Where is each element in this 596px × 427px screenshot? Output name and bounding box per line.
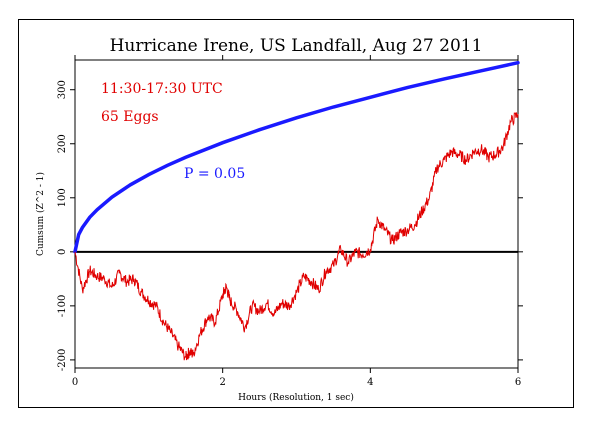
- y-tick-label: -100: [57, 295, 68, 317]
- y-tick-label: 300: [57, 80, 68, 99]
- x-tick-label: 2: [219, 377, 225, 388]
- y-tick-label: -200: [57, 349, 68, 371]
- significance-envelope-line: [73, 60, 520, 254]
- y-tick-label: 200: [57, 134, 68, 153]
- time-range-annotation: 11:30-17:30 UTC: [101, 81, 223, 97]
- chart-frame: [18, 19, 574, 408]
- x-tick-label: 6: [515, 377, 521, 388]
- eggs-count-annotation: 65 Eggs: [101, 109, 159, 125]
- p-value-annotation: P = 0.05: [184, 166, 245, 182]
- cumsum-data-line: [74, 112, 519, 361]
- y-tick-label: 100: [57, 188, 68, 207]
- x-tick-label: 0: [72, 377, 78, 388]
- axis-ticks: 0 2 4 6 -200 -100 0 100 200 300: [57, 55, 523, 388]
- chart-title: Hurricane Irene, US Landfall, Aug 27 201…: [110, 36, 483, 56]
- y-axis-title: Cumsum (Z^2 - 1): [35, 172, 46, 256]
- x-tick-label: 4: [367, 377, 373, 388]
- y-tick-label: 0: [57, 249, 68, 255]
- x-axis-title: Hours (Resolution, 1 sec): [238, 392, 354, 403]
- plot-area: [74, 59, 519, 369]
